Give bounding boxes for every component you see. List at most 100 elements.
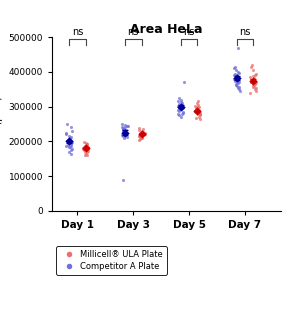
Point — [83, 144, 87, 149]
Point — [137, 128, 142, 133]
Point — [195, 108, 199, 113]
Point — [140, 133, 145, 138]
Point — [196, 112, 200, 117]
Point — [67, 141, 72, 146]
Point — [68, 135, 73, 140]
Point — [84, 141, 88, 146]
Point — [197, 115, 201, 120]
Point — [251, 76, 256, 81]
Point — [251, 73, 255, 78]
Point — [248, 64, 253, 69]
Point — [248, 75, 253, 80]
Point — [197, 109, 202, 114]
Point — [177, 113, 182, 118]
Point — [138, 136, 143, 141]
Point — [180, 102, 184, 107]
Point — [180, 106, 184, 111]
Point — [181, 79, 186, 84]
Point — [69, 140, 73, 145]
Point — [237, 89, 242, 94]
Point — [70, 140, 74, 144]
Point — [84, 146, 88, 151]
Point — [177, 106, 182, 111]
Point — [69, 147, 74, 152]
Point — [124, 132, 128, 137]
Point — [86, 148, 91, 153]
Point — [140, 127, 145, 132]
Point — [84, 151, 89, 156]
Point — [176, 105, 181, 110]
Point — [68, 125, 73, 130]
Point — [237, 87, 241, 92]
Point — [69, 148, 74, 153]
Point — [180, 112, 184, 117]
Point — [181, 109, 186, 114]
Point — [122, 127, 126, 132]
Point — [121, 126, 125, 131]
Point — [137, 134, 141, 139]
Point — [194, 106, 199, 111]
Point — [80, 146, 85, 151]
Point — [254, 79, 259, 84]
Point — [139, 130, 143, 135]
Point — [235, 75, 240, 80]
Point — [67, 139, 72, 144]
Point — [139, 135, 144, 140]
Point — [194, 115, 199, 120]
Point — [138, 132, 142, 137]
Point — [233, 71, 238, 76]
Point — [84, 145, 88, 150]
Point — [85, 141, 89, 146]
Point — [236, 81, 241, 86]
Point — [122, 122, 127, 127]
Point — [234, 75, 239, 80]
Point — [196, 106, 201, 111]
Point — [179, 100, 184, 105]
Point — [122, 131, 127, 135]
Point — [120, 122, 125, 126]
Y-axis label: Area (μm²): Area (μm²) — [0, 96, 3, 152]
Point — [176, 111, 181, 116]
Point — [232, 72, 236, 77]
Point — [251, 84, 255, 89]
Point — [83, 150, 88, 155]
Point — [233, 78, 238, 83]
Point — [142, 130, 147, 135]
Point — [235, 83, 239, 88]
Point — [249, 78, 253, 83]
Point — [249, 63, 254, 68]
Point — [177, 108, 182, 113]
Point — [64, 144, 68, 149]
Point — [234, 83, 238, 88]
Point — [232, 66, 237, 71]
Point — [66, 138, 70, 143]
Point — [122, 135, 126, 140]
Point — [234, 68, 238, 73]
Point — [252, 87, 257, 92]
Point — [126, 123, 130, 128]
Point — [180, 101, 184, 106]
Point — [196, 108, 201, 113]
Point — [68, 137, 72, 142]
Point — [67, 136, 71, 141]
Point — [81, 140, 86, 145]
Point — [81, 144, 86, 149]
Legend: Millicell® ULA Plate, Competitor A Plate: Millicell® ULA Plate, Competitor A Plate — [56, 246, 167, 275]
Point — [84, 147, 89, 152]
Point — [196, 104, 201, 109]
Point — [83, 152, 88, 157]
Point — [120, 129, 125, 134]
Point — [82, 148, 87, 153]
Point — [235, 73, 240, 78]
Point — [122, 131, 126, 136]
Point — [124, 123, 129, 128]
Point — [175, 99, 180, 104]
Point — [180, 110, 185, 115]
Point — [234, 82, 238, 86]
Point — [123, 125, 128, 130]
Point — [235, 69, 240, 74]
Point — [84, 142, 89, 147]
Point — [235, 77, 240, 82]
Point — [137, 126, 142, 131]
Point — [197, 113, 202, 118]
